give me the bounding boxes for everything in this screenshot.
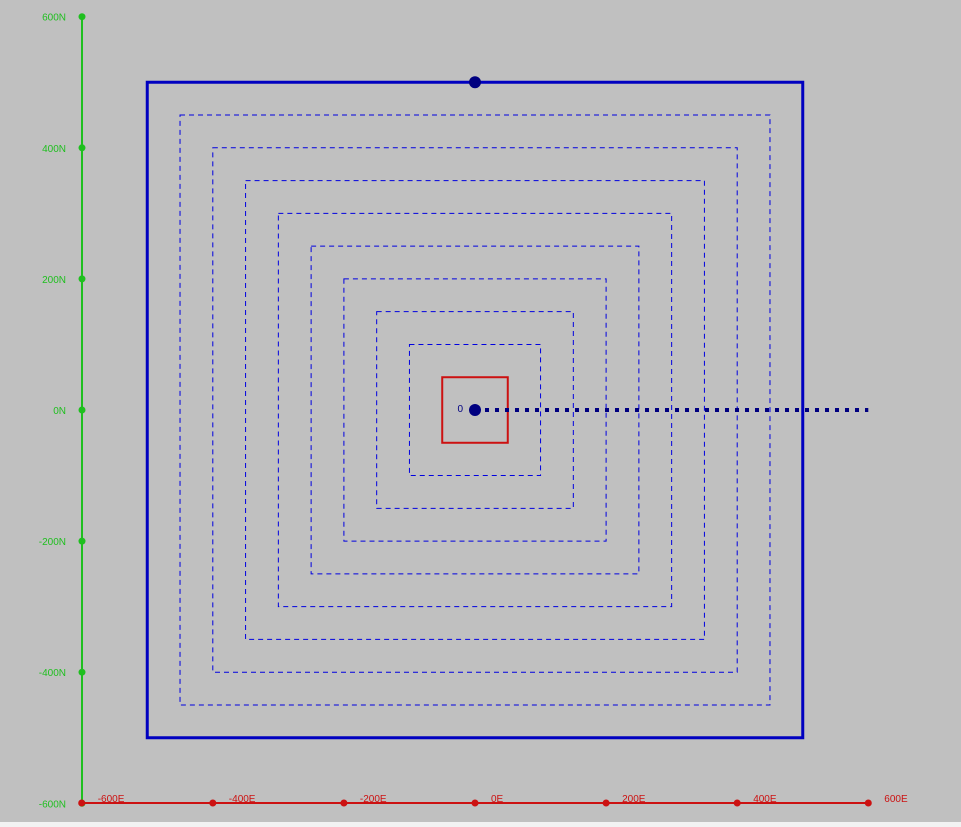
north-tick-dot bbox=[78, 406, 86, 414]
search-square bbox=[376, 311, 574, 509]
axes-layer: -600N -400N -200N 0N 200N 400N 600N -600E -400E -… bbox=[39, 13, 908, 811]
east-tick-label: -200E bbox=[360, 794, 387, 805]
east-tick-dot bbox=[209, 799, 217, 807]
bottom-strip bbox=[0, 822, 961, 827]
north-tick-dot bbox=[78, 144, 86, 152]
waypoint-label: 0 bbox=[457, 404, 463, 415]
east-tick-label: 200E bbox=[622, 794, 646, 805]
north-tick-label: 0N bbox=[53, 406, 66, 417]
east-tick-label: -600E bbox=[98, 794, 125, 805]
north-tick-label: -600N bbox=[39, 799, 66, 810]
east-tick-dot bbox=[733, 799, 741, 807]
waypoint-marker bbox=[469, 76, 481, 89]
north-tick-dot bbox=[78, 13, 86, 21]
north-tick-dot bbox=[78, 668, 86, 676]
search-square bbox=[245, 180, 705, 640]
north-tick-label: 200N bbox=[42, 275, 66, 286]
east-tick-dot bbox=[340, 799, 348, 807]
east-tick-dot bbox=[78, 799, 86, 807]
search-square bbox=[310, 245, 640, 575]
search-square bbox=[408, 343, 542, 477]
north-tick-label: -200N bbox=[39, 537, 66, 548]
waypoint-marker bbox=[469, 404, 481, 416]
north-tick-dot bbox=[78, 537, 86, 545]
east-tick-label: 400E bbox=[753, 794, 777, 805]
north-tick-dot bbox=[78, 275, 86, 283]
search-square bbox=[277, 212, 673, 608]
east-tick-dot bbox=[602, 799, 610, 807]
east-tick-label: 600E bbox=[884, 794, 908, 805]
east-tick-dot bbox=[864, 799, 872, 807]
north-tick-label: 600N bbox=[42, 13, 66, 24]
east-tick-label: 0E bbox=[491, 794, 504, 805]
markers-layer: 0 bbox=[457, 76, 869, 416]
north-tick-label: 400N bbox=[42, 144, 66, 155]
east-tick-dot bbox=[471, 799, 479, 807]
north-tick-label: -400N bbox=[39, 668, 66, 679]
search-square bbox=[179, 114, 771, 706]
east-tick-label: -400E bbox=[229, 794, 256, 805]
